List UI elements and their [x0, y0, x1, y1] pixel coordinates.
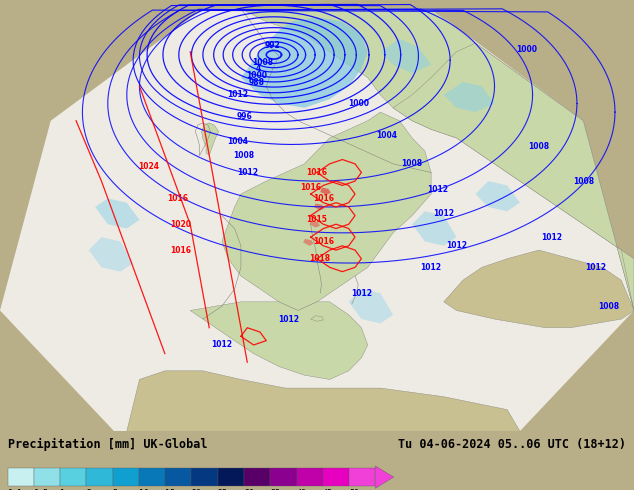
Text: 1015: 1015 [307, 216, 327, 224]
Text: 1012: 1012 [227, 90, 249, 99]
Bar [270, 467, 297, 487]
Text: 1016: 1016 [300, 183, 321, 192]
Text: 1008: 1008 [233, 151, 255, 160]
Text: 1012: 1012 [420, 263, 442, 272]
Text: 20: 20 [191, 489, 202, 490]
Text: 1004: 1004 [227, 137, 249, 146]
Text: 1012: 1012 [351, 289, 372, 298]
Bar [297, 467, 323, 487]
Polygon shape [0, 9, 634, 431]
Bar [217, 467, 244, 487]
Text: 1: 1 [60, 489, 65, 490]
Bar [8, 467, 34, 487]
Text: 1012: 1012 [427, 185, 448, 194]
Text: 1008: 1008 [598, 302, 619, 311]
Text: 50: 50 [349, 489, 359, 490]
Text: Precipitation [mm] UK-Global: Precipitation [mm] UK-Global [8, 438, 207, 451]
Polygon shape [95, 198, 139, 228]
Text: 25: 25 [217, 489, 228, 490]
Text: 1012: 1012 [278, 315, 299, 323]
Text: 1004: 1004 [376, 131, 398, 140]
Polygon shape [349, 289, 393, 323]
Text: 0.1: 0.1 [8, 489, 23, 490]
Bar [349, 467, 375, 487]
Polygon shape [380, 39, 431, 74]
Text: 1008: 1008 [401, 159, 423, 169]
Polygon shape [476, 181, 520, 211]
Text: 2: 2 [86, 489, 91, 490]
Text: 1016: 1016 [167, 194, 188, 203]
Bar [113, 467, 139, 487]
FancyArrow shape [375, 466, 394, 489]
Text: 40: 40 [297, 489, 306, 490]
Bar [34, 467, 60, 487]
Text: 1000: 1000 [246, 71, 268, 80]
Text: 15: 15 [165, 489, 175, 490]
Text: 988: 988 [249, 78, 265, 87]
Polygon shape [222, 112, 431, 311]
Bar [139, 467, 165, 487]
Text: 1016: 1016 [170, 245, 191, 255]
Text: 30: 30 [244, 489, 254, 490]
Bar [191, 467, 217, 487]
Text: 1012: 1012 [541, 233, 562, 242]
Polygon shape [444, 250, 634, 328]
Polygon shape [311, 316, 323, 321]
Polygon shape [309, 221, 320, 228]
Polygon shape [412, 211, 456, 246]
Bar [323, 467, 349, 487]
Polygon shape [190, 302, 368, 379]
Text: 35: 35 [270, 489, 280, 490]
Text: 0.5: 0.5 [34, 489, 49, 490]
Text: 992: 992 [265, 41, 280, 50]
Polygon shape [241, 17, 368, 108]
Text: 1012: 1012 [211, 341, 233, 349]
Text: 1008: 1008 [573, 176, 594, 186]
Text: 1008: 1008 [252, 58, 274, 67]
Polygon shape [241, 9, 634, 311]
Polygon shape [444, 82, 495, 112]
Text: 1012: 1012 [446, 241, 467, 250]
Text: 1016: 1016 [306, 168, 328, 177]
Polygon shape [320, 188, 331, 195]
Bar [165, 467, 191, 487]
Bar [60, 467, 86, 487]
Text: 1012: 1012 [585, 263, 607, 272]
Text: 1018: 1018 [309, 254, 331, 263]
Polygon shape [314, 203, 325, 210]
Polygon shape [202, 123, 219, 155]
Text: 996: 996 [236, 112, 252, 121]
Text: 1000: 1000 [515, 45, 537, 54]
Text: 4: 4 [256, 64, 261, 73]
Text: 45: 45 [323, 489, 333, 490]
Polygon shape [89, 237, 133, 271]
Bar [244, 467, 270, 487]
Polygon shape [127, 371, 520, 431]
Text: 1016: 1016 [313, 194, 334, 203]
Polygon shape [393, 43, 634, 311]
Text: 1016: 1016 [313, 237, 334, 246]
Text: 10: 10 [139, 489, 149, 490]
Text: 1024: 1024 [138, 162, 160, 171]
Text: 1012: 1012 [433, 209, 455, 218]
Text: Tu 04-06-2024 05..06 UTC (18+12): Tu 04-06-2024 05..06 UTC (18+12) [398, 438, 626, 451]
Polygon shape [303, 239, 314, 246]
Text: 5: 5 [113, 489, 118, 490]
Text: 1012: 1012 [236, 168, 258, 177]
Text: 1008: 1008 [528, 142, 550, 151]
Bar [86, 467, 113, 487]
Text: 1000: 1000 [347, 99, 369, 108]
Text: 1020: 1020 [170, 220, 191, 229]
